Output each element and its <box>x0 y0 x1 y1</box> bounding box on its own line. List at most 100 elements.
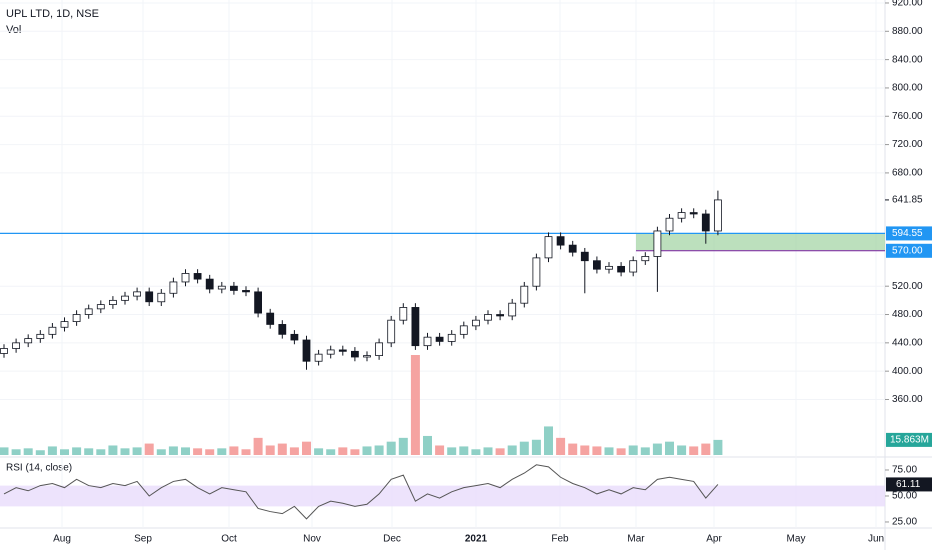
volume-bar <box>459 446 469 455</box>
volume-bar <box>253 437 263 455</box>
x-tick-label: Oct <box>221 534 237 545</box>
volume-bar <box>652 443 662 455</box>
candle-body <box>556 236 565 246</box>
volume-bar <box>544 426 553 455</box>
volume-bar <box>144 443 154 455</box>
volume-bar <box>241 449 251 455</box>
volume-bar <box>386 441 396 455</box>
candle-body <box>641 256 650 262</box>
level-label-box <box>886 243 932 258</box>
candle-body <box>435 336 444 342</box>
candle-body <box>48 326 57 335</box>
volume-bar <box>60 449 69 455</box>
candle-body <box>580 251 589 262</box>
candle-body <box>629 260 638 273</box>
volume-bar <box>84 448 94 455</box>
y-tick-label: 720.00 <box>892 139 923 150</box>
volume-title: Vol <box>6 24 21 36</box>
candle-body <box>72 314 81 323</box>
candle-body <box>363 355 371 358</box>
volume-bar <box>471 449 481 455</box>
volume-bar <box>713 439 723 455</box>
candle-body <box>665 217 674 232</box>
volume-bar <box>302 441 311 455</box>
volume-bar <box>447 447 457 455</box>
x-tick-label: Aug <box>53 534 71 545</box>
volume-bar <box>326 449 336 455</box>
volume-label-box <box>886 432 932 447</box>
volume-bar <box>47 446 57 455</box>
candle-body <box>121 295 129 301</box>
candle-body <box>0 348 8 354</box>
volume-bar <box>604 447 614 455</box>
volume-bar <box>519 441 529 455</box>
candle-body <box>84 308 93 315</box>
volume-bar <box>108 445 118 455</box>
candle-body <box>96 304 105 310</box>
y-tick-label: 480.00 <box>892 309 923 320</box>
volume-bar <box>677 445 687 455</box>
volume-bar <box>435 445 445 455</box>
candle-body <box>36 333 45 339</box>
volume-bar <box>410 355 420 455</box>
y-tick-label: 760.00 <box>892 111 923 122</box>
candle-body <box>399 307 408 321</box>
volume-bar <box>96 449 106 455</box>
volume-bar <box>580 445 590 455</box>
candle-body <box>266 312 275 325</box>
volume-bar <box>531 439 541 455</box>
volume-bar <box>556 437 566 455</box>
rsi-tick-label: 50.00 <box>892 491 917 502</box>
y-tick-label: 840.00 <box>892 54 923 65</box>
x-tick-label: Jun <box>868 534 884 545</box>
volume-bar <box>205 449 215 455</box>
volume-bar <box>181 447 190 455</box>
x-tick-label: Mar <box>627 534 645 545</box>
y-tick-label: 440.00 <box>892 337 923 348</box>
rsi-label-box <box>886 477 932 492</box>
candle-body <box>181 273 190 283</box>
candle-body <box>520 285 529 304</box>
x-tick-label: Feb <box>551 534 569 545</box>
candle-body <box>387 319 396 344</box>
x-tick-label: Nov <box>303 534 321 545</box>
candle-body <box>133 291 142 297</box>
volume-bar <box>338 447 348 455</box>
candle-body <box>532 257 541 287</box>
volume-bar <box>23 448 33 455</box>
candle-body <box>145 291 154 303</box>
candle-body <box>229 285 238 291</box>
candle-body <box>205 278 214 290</box>
x-tick-label: Sep <box>134 534 152 545</box>
volume-bar <box>289 447 299 455</box>
candle-body <box>350 350 359 358</box>
candle-body <box>617 265 625 273</box>
candle-body <box>701 213 710 232</box>
volume-bar <box>277 443 287 455</box>
volume-bar <box>35 450 45 455</box>
candle-body <box>375 342 384 356</box>
candle-body <box>12 342 21 349</box>
rsi-title: RSI (14, close) <box>6 463 72 474</box>
volume-bar <box>689 446 699 455</box>
candle-body <box>290 333 299 341</box>
volume-bar <box>350 449 360 455</box>
candle-body <box>471 319 480 327</box>
volume-bar <box>374 445 384 455</box>
level-label: 594.55 <box>892 228 923 239</box>
volume-bar <box>483 447 493 455</box>
volume-bar <box>265 445 275 455</box>
candle-body <box>689 212 698 215</box>
volume-bar <box>592 446 602 455</box>
volume-bar <box>11 449 21 455</box>
level-label-box <box>886 226 932 241</box>
candle-body <box>254 291 263 314</box>
candle-body <box>169 281 178 294</box>
y-tick-label: 520.00 <box>892 281 923 292</box>
rsi-tick-label: 75.00 <box>892 465 917 476</box>
volume-bar <box>568 443 578 455</box>
candle-body <box>242 290 250 293</box>
volume-bar <box>640 447 650 455</box>
candle-body <box>278 324 287 335</box>
